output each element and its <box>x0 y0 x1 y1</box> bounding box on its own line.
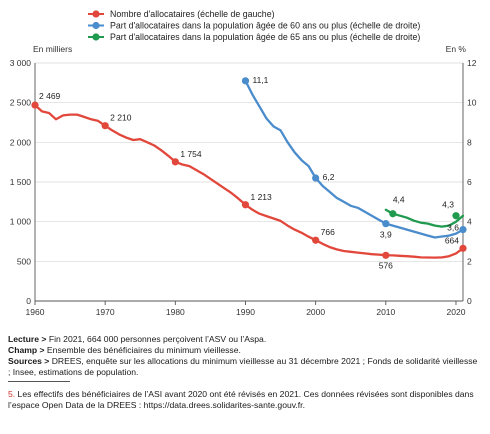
right-axis-unit: En % <box>446 44 467 54</box>
data-label: 1 213 <box>250 192 272 202</box>
data-label: 4,3 <box>442 200 454 210</box>
data-point <box>312 174 320 182</box>
y-right-tick-label: 2 <box>467 256 472 266</box>
data-point <box>31 101 39 109</box>
data-label: 2 210 <box>110 113 132 123</box>
y-left-tick-label: 3 000 <box>10 58 32 68</box>
data-label: 766 <box>321 227 335 237</box>
sources-label: Sources > <box>8 356 50 366</box>
series-line-1 <box>33 103 465 259</box>
legend-label: Part d'allocataires dans la population â… <box>110 32 420 42</box>
lecture-text: Fin 2021, 664 000 personnes perçoivent l… <box>46 334 267 344</box>
data-point <box>459 244 467 252</box>
x-tick-label: 2010 <box>376 307 395 317</box>
lecture-label: Lecture > <box>8 334 47 344</box>
data-label: 6,2 <box>323 172 335 182</box>
data-point <box>459 226 467 234</box>
y-right-tick-label: 8 <box>467 137 472 147</box>
axes: 0 0 500 2 1 000 4 1 500 6 2 000 8 2 500 10 3 000 12 19… <box>10 58 477 317</box>
footnote-separator <box>8 381 70 382</box>
data-label: 3,6 <box>447 223 459 233</box>
data-point <box>382 251 390 259</box>
y-left-tick-label: 500 <box>17 256 31 266</box>
legend-swatch-marker <box>92 33 100 41</box>
data-label: 4,4 <box>393 195 405 205</box>
chart-notes: Lecture > Fin 2021, 664 000 personnes pe… <box>8 334 478 378</box>
series-layer <box>31 77 467 259</box>
x-tick-label: 1960 <box>26 307 45 317</box>
left-axis-unit: En milliers <box>33 44 72 54</box>
data-point <box>389 210 397 218</box>
y-left-tick-label: 1 500 <box>10 177 32 187</box>
legend-label: Nombre d'allocataires (échelle de gauche… <box>110 9 275 19</box>
y-left-tick-label: 1 000 <box>10 217 32 227</box>
footnote: 5. Les effectifs des bénéficiaires de l’… <box>8 389 478 411</box>
chart-legend: Nombre d'allocataires (échelle de gauche… <box>88 9 420 42</box>
y-left-tick-label: 2 500 <box>10 98 32 108</box>
data-label: 3,9 <box>380 230 392 240</box>
series-line-3 <box>384 208 465 228</box>
y-right-tick-label: 12 <box>467 58 477 68</box>
data-point <box>382 220 390 228</box>
champ-text: Ensemble des bénéficiaires du minimum vi… <box>44 345 241 355</box>
legend-label: Part d'allocataires dans la population â… <box>110 21 420 31</box>
legend-swatch-marker <box>92 10 100 18</box>
data-label: 1 754 <box>180 149 202 159</box>
champ-note: Champ > Ensemble des bénéficiaires du mi… <box>8 345 478 356</box>
data-point <box>312 236 320 244</box>
lecture-note: Lecture > Fin 2021, 664 000 personnes pe… <box>8 334 478 345</box>
x-tick-label: 2000 <box>306 307 325 317</box>
series-line-2 <box>244 79 465 239</box>
footnote-number: 5. <box>8 389 16 399</box>
sources-text: DREES, enquête sur les allocations du mi… <box>8 356 478 377</box>
data-point <box>452 212 460 220</box>
data-point <box>241 201 250 209</box>
legend-swatch-marker <box>92 21 100 30</box>
footnote-text: Les effectifs des bénéficiaires de l’ASI… <box>8 389 474 410</box>
y-right-tick-label: 6 <box>467 177 472 187</box>
y-left-tick-label: 2 000 <box>10 137 32 147</box>
y-left-tick-label: 0 <box>26 296 31 306</box>
gridlines <box>35 62 463 262</box>
data-label: 664 <box>445 235 459 245</box>
x-tick-label: 2020 <box>447 307 466 317</box>
y-right-tick-label: 0 <box>467 296 472 306</box>
x-tick-label: 1970 <box>96 307 115 317</box>
data-point <box>101 122 109 130</box>
data-label: 576 <box>379 260 393 270</box>
sources-note: Sources > DREES, enquête sur les allocat… <box>8 356 478 378</box>
data-label: 11,1 <box>252 75 268 85</box>
data-point <box>171 158 179 166</box>
x-tick-label: 1990 <box>236 307 255 317</box>
y-right-tick-label: 10 <box>467 98 477 108</box>
data-labels: 2 469 2 210 1 754 1 213 766 576 664 11,1 6,2 3,9 3… <box>39 75 459 270</box>
champ-label: Champ > <box>8 345 45 355</box>
data-point <box>241 77 250 85</box>
y-right-tick-label: 4 <box>467 217 472 227</box>
data-label: 2 469 <box>39 91 61 101</box>
line-chart: Nombre d'allocataires (échelle de gauche… <box>10 9 477 317</box>
x-tick-label: 1980 <box>166 307 185 317</box>
